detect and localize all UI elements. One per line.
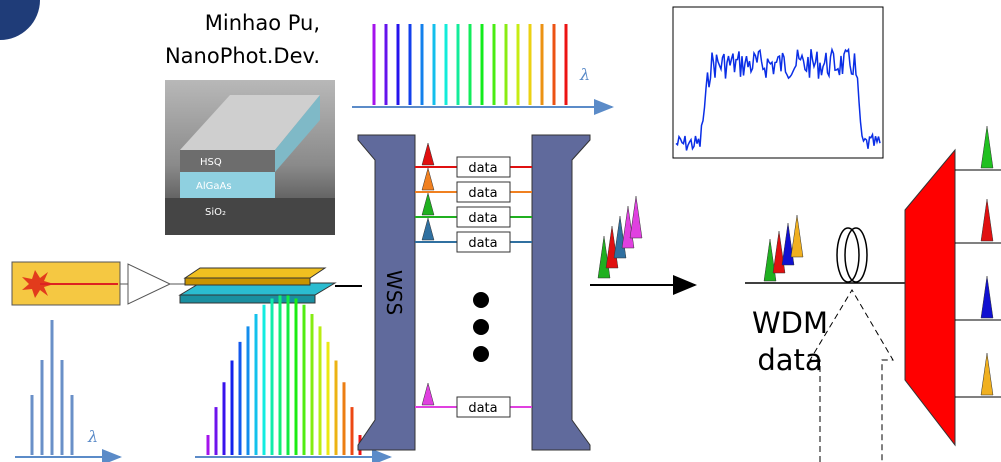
amplifier: [128, 264, 170, 304]
pulse: [764, 239, 776, 281]
spectrum-plot: [673, 7, 883, 158]
data-label: data: [468, 401, 497, 416]
comb: [208, 295, 360, 455]
receiver-outputs: [955, 126, 1001, 397]
pulse: [981, 353, 993, 395]
waveguide-chip: [180, 268, 335, 303]
corner: [0, 0, 40, 40]
pulse: [422, 168, 434, 190]
data-label: data: [468, 211, 497, 226]
data-label: data: [468, 236, 497, 251]
pulse: [422, 193, 434, 215]
data-label: data: [468, 186, 497, 201]
dot: [473, 292, 489, 308]
pulse: [422, 218, 434, 240]
data-label: data: [468, 161, 497, 176]
wss-label: WSS: [382, 270, 406, 315]
output-pulses: [598, 196, 642, 278]
pulse: [773, 231, 785, 273]
author-affiliation: NanoPhot.Dev.: [165, 44, 320, 68]
pulse: [630, 196, 642, 238]
layer-label: SiO₂: [205, 207, 226, 218]
wdm-text: WDM: [752, 306, 828, 340]
diagram: Minhao Pu, NanoPhot.Dev. λ HSQ AlGaAs Si…: [0, 0, 1001, 462]
pulse: [782, 223, 794, 265]
layer-label: HSQ: [200, 157, 222, 168]
fiber-spool: [837, 228, 867, 282]
pulse: [422, 383, 434, 405]
wss-mux: [532, 135, 590, 450]
dot: [473, 319, 489, 335]
sem-image: HSQ AlGaAs SiO₂: [165, 80, 335, 235]
pulse: [791, 215, 803, 257]
demux: [905, 150, 955, 445]
layer-label: AlGaAs: [196, 181, 232, 192]
pulse: [981, 199, 993, 241]
seed-lambda: λ: [87, 427, 98, 446]
pulse: [981, 126, 993, 168]
pulse: [981, 276, 993, 318]
seed-comb: [32, 320, 72, 455]
pulse: [422, 143, 434, 165]
author-name: Minhao Pu,: [205, 11, 320, 35]
top-comb: [374, 24, 566, 105]
dot: [473, 346, 489, 362]
wdm-text: data: [757, 343, 822, 377]
input-pulses: [764, 215, 803, 281]
channels: data data data data data: [415, 143, 532, 417]
top-lambda: λ: [579, 65, 590, 84]
